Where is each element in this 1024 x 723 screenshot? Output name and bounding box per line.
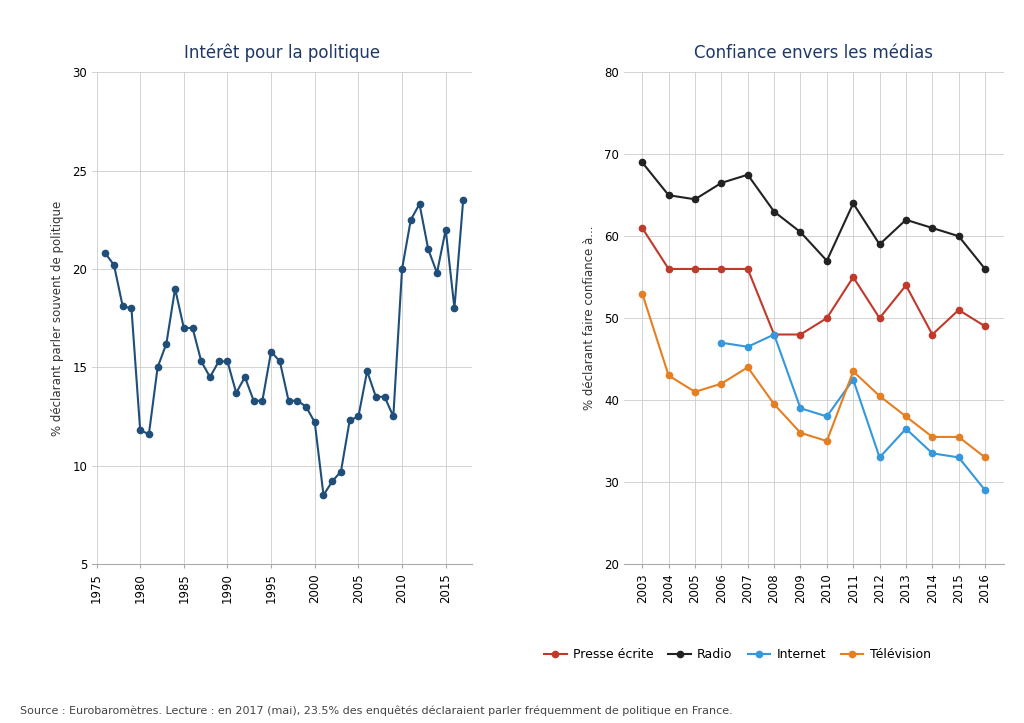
Radio [795,228,807,236]
Presse écrite [952,306,965,315]
Radio [663,191,675,200]
Radio [979,265,991,273]
Radio [820,257,833,265]
Internet [768,330,780,339]
Radio [768,208,780,216]
Legend: Presse écrite, Radio, Internet, Télévision: Presse écrite, Radio, Internet, Télévisi… [539,643,936,666]
Text: Source : Eurobaromètres. Lecture : en 2017 (mai), 23.5% des enquêtés déclaraient: Source : Eurobaromètres. Lecture : en 20… [20,705,733,716]
Line: Radio: Radio [639,159,988,272]
Télévision [979,453,991,462]
Radio [636,158,648,167]
Radio [715,179,727,187]
Internet [795,404,807,413]
Télévision [689,388,701,396]
Télévision [820,437,833,445]
Presse écrite [900,281,912,290]
Télévision [873,392,886,401]
Internet [847,375,859,384]
Title: Intérêt pour la politique: Intérêt pour la politique [184,44,380,62]
Presse écrite [715,265,727,273]
Internet [873,453,886,462]
Radio [926,223,938,232]
Internet [952,453,965,462]
Presse écrite [689,265,701,273]
Télévision [741,363,754,372]
Télévision [926,432,938,441]
Presse écrite [795,330,807,339]
Presse écrite [820,314,833,322]
Internet [820,412,833,421]
Radio [847,199,859,208]
Internet [741,343,754,351]
Télévision [636,289,648,298]
Radio [952,232,965,241]
Title: Confiance envers les médias: Confiance envers les médias [694,44,933,62]
Y-axis label: % déclarant faire confiance à...: % déclarant faire confiance à... [583,226,596,411]
Télévision [768,400,780,408]
Y-axis label: % déclarant parler souvent de politique: % déclarant parler souvent de politique [51,200,65,436]
Télévision [847,367,859,376]
Internet [715,338,727,347]
Line: Presse écrite: Presse écrite [639,225,988,338]
Télévision [715,380,727,388]
Presse écrite [636,223,648,232]
Télévision [900,412,912,421]
Presse écrite [768,330,780,339]
Presse écrite [663,265,675,273]
Internet [926,449,938,458]
Presse écrite [741,265,754,273]
Presse écrite [873,314,886,322]
Radio [873,240,886,249]
Internet [979,486,991,495]
Télévision [795,429,807,437]
Presse écrite [979,322,991,330]
Radio [689,195,701,204]
Télévision [952,432,965,441]
Internet [900,424,912,433]
Presse écrite [926,330,938,339]
Line: Internet: Internet [718,331,988,493]
Radio [900,215,912,224]
Télévision [663,371,675,380]
Radio [741,171,754,179]
Line: Télévision: Télévision [639,291,988,461]
Presse écrite [847,273,859,281]
